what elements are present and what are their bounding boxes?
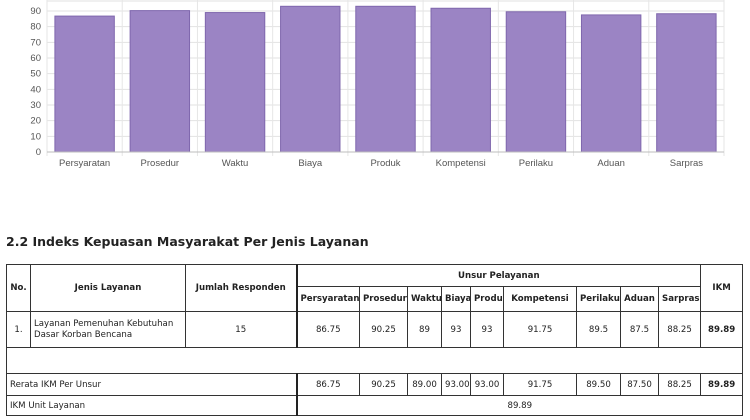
cell-rerata-value: 88.25 <box>657 373 702 396</box>
cell-rerata-value: 90.25 <box>359 373 408 396</box>
cell-rerata-value: 89.00 <box>407 373 442 396</box>
y-tick-label: 10 <box>30 131 41 142</box>
header-unsur: Produk <box>470 286 504 312</box>
y-tick-label: 30 <box>30 100 41 111</box>
ikm-table: No. Jenis Layanan Jumlah Responden Unsur… <box>5 264 744 416</box>
y-tick-label: 0 <box>36 147 41 158</box>
cell-value: 87.5 <box>620 311 659 348</box>
x-tick-label: Kompetensi <box>436 158 486 169</box>
cell-rerata-value: 87.50 <box>620 373 659 396</box>
y-tick-label: 70 <box>30 37 41 48</box>
cell-rerata-value: 89.50 <box>576 373 621 396</box>
y-tick-label: 90 <box>30 6 41 17</box>
cell-ikm-unit-label: IKM Unit Layanan <box>6 395 297 416</box>
table-row-ikm-unit: IKM Unit Layanan 89.89 <box>6 395 744 416</box>
bar <box>355 5 416 153</box>
bar-chart-svg: 0 10 20 30 40 50 60 70 80 90 Persyaratan Prosedur Wa… <box>30 0 725 169</box>
cell-value: 90.25 <box>359 311 408 348</box>
x-tick-label: Waktu <box>222 158 249 169</box>
x-tick-label: Perilaku <box>519 158 553 169</box>
bar <box>204 12 266 153</box>
cell-value: 89 <box>407 311 442 348</box>
bar <box>430 7 491 153</box>
table-header-row-2: Persyaratan Prosedur Waktu Biaya Produ k … <box>7 286 743 312</box>
table-header-row-1: No. Jenis Layanan Jumlah Responden Unsur… <box>6 264 744 312</box>
cell-value: 93 <box>441 311 471 348</box>
y-tick-label: 80 <box>30 22 41 33</box>
header-jumlah-responden: Jumlah Responden <box>185 264 297 312</box>
cell-value: 93 <box>470 311 504 348</box>
bar <box>656 13 717 153</box>
bar <box>54 15 115 153</box>
header-unsur: Waktu <box>407 286 442 312</box>
cell-rerata-label: Rerata IKM Per Unsur <box>6 373 297 396</box>
cell-value: 91.75 <box>503 311 577 348</box>
y-tick-label: 20 <box>30 116 41 127</box>
header-unsur-pelayanan: Unsur Pelayanan <box>295 264 702 287</box>
x-tick-label: Sarpras <box>670 158 704 169</box>
header-unsur: Prosedur <box>359 286 408 312</box>
cell-rerata-value: 91.75 <box>503 373 577 396</box>
x-tick-label: Produk <box>370 158 400 169</box>
header-ikm: IKM <box>700 264 744 312</box>
empty-cell <box>5 347 744 374</box>
header-unsur: Persyaratan <box>295 286 360 312</box>
x-tick-label: Aduan <box>597 158 624 169</box>
bar-chart: 0 10 20 30 40 50 60 70 80 90 Persyaratan Prosedur Wa… <box>0 0 750 175</box>
cell-value: 86.75 <box>295 311 360 348</box>
header-unsur: Perilaku <box>576 286 621 312</box>
cell-ikm-unit-value: 89.89 <box>295 395 744 416</box>
cell-value: 88.25 <box>657 311 702 348</box>
bar <box>580 14 642 153</box>
bar <box>505 11 567 153</box>
x-tick-label: Prosedur <box>141 158 180 169</box>
header-unsur: Kompetensi <box>503 286 577 312</box>
x-tick-label: Biaya <box>298 158 322 169</box>
bar <box>129 10 191 153</box>
bar <box>280 5 341 153</box>
header-jenis-layanan: Jenis Layanan <box>30 264 186 312</box>
y-tick-label: 50 <box>30 69 41 80</box>
table-row: 1. Layanan Pemenuhan Kebutuhan Dasar Kor… <box>6 311 744 348</box>
cell-no: 1. <box>6 311 31 348</box>
cell-jumlah-responden: 15 <box>185 311 297 348</box>
table-row-rerata: Rerata IKM Per Unsur 86.75 90.25 89.00 9… <box>6 373 744 396</box>
cell-ikm: 89.89 <box>700 311 744 348</box>
y-tick-label: 60 <box>30 53 41 64</box>
header-unsur: Aduan <box>620 286 659 312</box>
cell-jenis-layanan: Layanan Pemenuhan Kebutuhan Dasar Korban… <box>30 311 186 348</box>
cell-rerata-value: 93.00 <box>441 373 471 396</box>
table-row-empty <box>5 347 744 374</box>
cell-value: 89.5 <box>576 311 621 348</box>
x-tick-label: Persyaratan <box>59 158 110 169</box>
y-tick-label: 40 <box>30 84 41 95</box>
cell-rerata-ikm: 89.89 <box>700 373 744 396</box>
header-unsur: Biaya <box>441 286 471 312</box>
header-unsur: Sarpras <box>657 286 702 312</box>
cell-rerata-value: 86.75 <box>295 373 360 396</box>
header-no: No. <box>6 264 31 312</box>
section-title: 2.2 Indeks Kepuasan Masyarakat Per Jenis… <box>6 234 369 249</box>
cell-rerata-value: 93.00 <box>470 373 504 396</box>
